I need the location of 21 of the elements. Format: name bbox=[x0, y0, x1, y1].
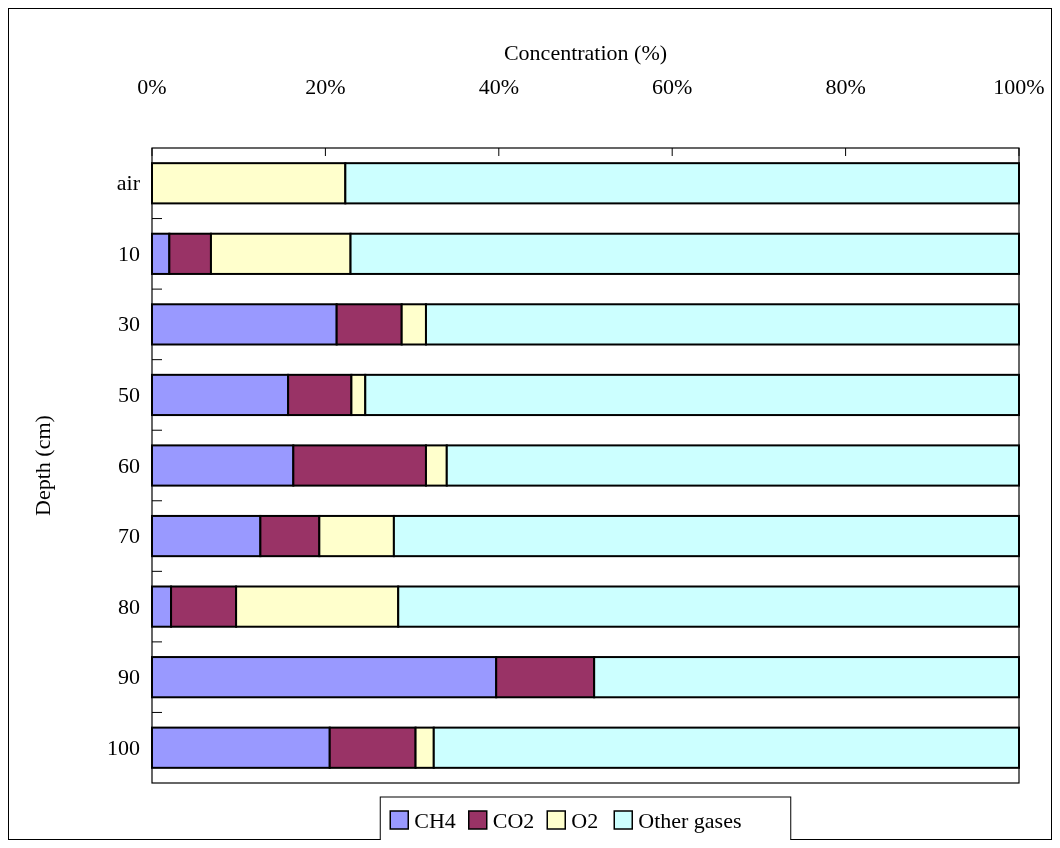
y-tick-label: 70 bbox=[118, 523, 140, 549]
legend-label: Other gases bbox=[638, 808, 742, 833]
x-tick-label: 100% bbox=[993, 74, 1045, 99]
x-tick-label: 60% bbox=[652, 74, 693, 99]
x-tick-label: 20% bbox=[305, 74, 346, 99]
y-tick-label: 90 bbox=[118, 664, 140, 690]
y-axis-title: Depth (cm) bbox=[30, 415, 55, 516]
y-tick-label: air bbox=[116, 170, 141, 196]
legend-label: CO2 bbox=[492, 808, 535, 833]
x-tick-label: 0% bbox=[137, 74, 167, 99]
x-tick-label: 80% bbox=[825, 74, 866, 99]
y-tick-label: 50 bbox=[118, 381, 140, 407]
y-tick-label: 60 bbox=[118, 452, 140, 478]
y-tick-label: 100 bbox=[107, 734, 140, 760]
y-tick-label: 10 bbox=[118, 240, 140, 266]
legend-label: O2 bbox=[571, 808, 599, 833]
y-tick-label: 30 bbox=[118, 311, 140, 337]
y-tick-label: 80 bbox=[118, 593, 140, 619]
legend-label: CH4 bbox=[414, 808, 456, 833]
x-axis-title: Concentration (%) bbox=[503, 40, 668, 65]
x-tick-label: 40% bbox=[478, 74, 519, 99]
